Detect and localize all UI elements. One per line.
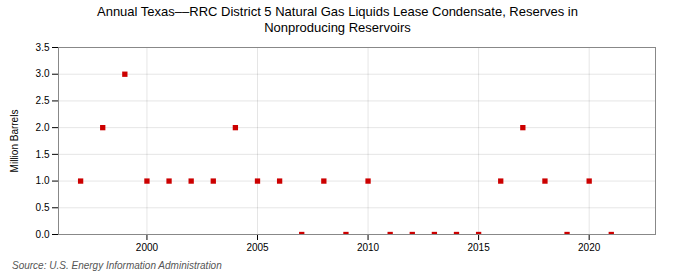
svg-text:1.5: 1.5 [36, 148, 50, 159]
svg-text:1.0: 1.0 [36, 175, 50, 186]
svg-text:0.0: 0.0 [36, 228, 50, 239]
svg-text:2020: 2020 [578, 241, 601, 252]
svg-text:2005: 2005 [246, 241, 269, 252]
svg-text:2015: 2015 [467, 241, 490, 252]
svg-text:2000: 2000 [136, 241, 159, 252]
svg-text:3.5: 3.5 [36, 41, 50, 52]
svg-text:2.0: 2.0 [36, 121, 50, 132]
html-text:Source: U.S. Energy Informatio: Source: U.S. Energy Information Administ… [12, 259, 222, 271]
svg-text:Million Barrels: Million Barrels [9, 109, 20, 172]
svg-text:3.0: 3.0 [36, 68, 50, 79]
html-text:Annual Texas––RRC District 5 N: Annual Texas––RRC District 5 Natural Gas… [97, 4, 578, 36]
svg-text:2.5: 2.5 [36, 95, 50, 106]
svg-text:2010: 2010 [357, 241, 380, 252]
svg-text:0.5: 0.5 [36, 201, 50, 212]
